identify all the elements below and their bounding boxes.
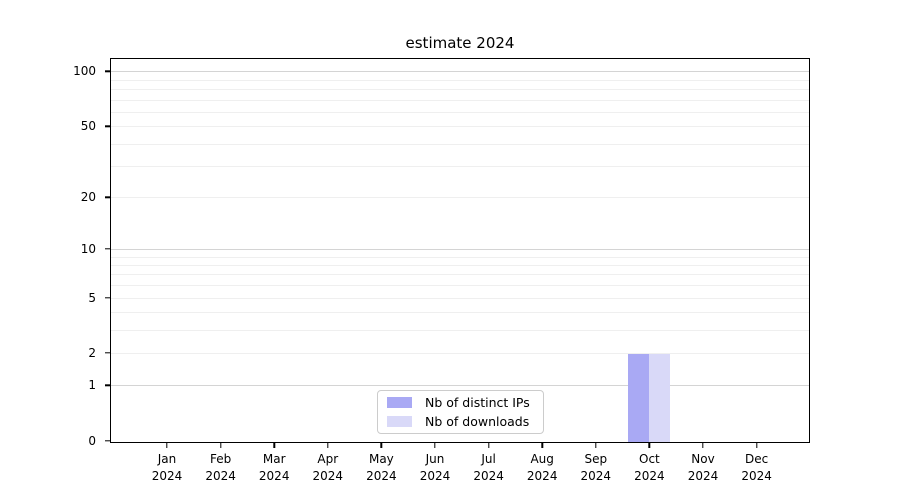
x-tick-label: Jun 2024 — [419, 452, 451, 483]
x-tick-label: Feb 2024 — [205, 452, 236, 483]
y-tick-mark — [105, 352, 110, 354]
x-tick-label: Jan 2024 — [151, 452, 183, 483]
x-tick-label: Mar 2024 — [258, 452, 290, 483]
y-tick-mark — [105, 296, 110, 299]
bar-nb-of-distinct-ips — [628, 354, 650, 442]
y-tick-mark — [105, 196, 110, 198]
gridline-minor — [111, 111, 809, 113]
x-tick-mark — [380, 443, 383, 448]
y-tick-mark — [105, 125, 110, 127]
gridline-major — [111, 248, 809, 250]
gridline-minor — [111, 312, 809, 314]
gridline-major — [111, 71, 809, 73]
gridline-minor — [111, 79, 809, 81]
gridline-minor — [111, 197, 809, 199]
x-tick-mark — [166, 443, 168, 448]
y-tick-label: 100 — [73, 64, 96, 79]
gridline-minor — [111, 126, 809, 128]
gridline-minor — [111, 143, 809, 145]
x-tick-mark — [327, 443, 329, 448]
x-tick-label: Sep 2024 — [580, 452, 612, 483]
gridline-minor — [111, 256, 809, 258]
chart-title: estimate 2024 — [405, 34, 515, 52]
x-tick-mark — [648, 443, 651, 448]
x-tick-label: Jul 2024 — [473, 452, 504, 483]
x-tick-mark — [273, 443, 275, 448]
x-tick-label: Apr 2024 — [312, 452, 344, 483]
legend-item-distinct-ips: Nb of distinct IPs — [387, 395, 534, 410]
legend-label-distinct-ips: Nb of distinct IPs — [425, 395, 530, 410]
x-tick-label: May 2024 — [366, 452, 397, 483]
gridline-minor — [111, 353, 809, 355]
legend-swatch-downloads — [387, 416, 412, 427]
x-tick-mark — [541, 443, 543, 448]
y-tick-label: 10 — [80, 241, 96, 256]
y-tick-label: 1 — [88, 378, 96, 393]
y-tick-mark — [105, 440, 110, 442]
legend-swatch-distinct-ips — [387, 397, 412, 408]
x-tick-label: Nov 2024 — [687, 452, 719, 483]
x-tick-mark — [755, 443, 758, 448]
y-tick-mark — [105, 248, 110, 250]
y-tick-label: 5 — [88, 290, 96, 305]
x-tick-mark — [595, 443, 597, 448]
legend-item-downloads: Nb of downloads — [387, 414, 534, 429]
gridline-minor — [111, 285, 809, 287]
legend: Nb of distinct IPs Nb of downloads — [377, 390, 544, 434]
x-tick-mark — [434, 443, 436, 448]
gridline-major — [111, 385, 809, 387]
y-tick-label: 20 — [80, 190, 96, 205]
legend-label-downloads: Nb of downloads — [425, 414, 530, 429]
x-tick-mark — [219, 443, 222, 448]
gridline-minor — [111, 166, 809, 168]
y-tick-mark — [105, 70, 110, 73]
gridline-minor — [111, 297, 809, 299]
y-axis: 0 1 2 5 10 20 50 100 — [0, 59, 110, 448]
x-tick-label: Oct 2024 — [634, 452, 665, 483]
y-tick-label: 50 — [80, 119, 96, 134]
x-tick-mark — [487, 443, 490, 448]
y-tick-label: 2 — [88, 346, 96, 361]
y-tick-label: 0 — [88, 434, 96, 448]
gridline-minor — [111, 99, 809, 101]
bar-nb-of-downloads — [649, 354, 671, 442]
x-tick-mark — [702, 443, 704, 448]
y-tick-mark — [105, 384, 110, 387]
gridline-minor — [111, 274, 809, 276]
gridline-minor — [111, 89, 809, 91]
x-tick-label: Aug 2024 — [526, 452, 558, 483]
x-axis: Jan 2024 Feb 2024 Mar 2024 Apr 2024 May 2024 Jun 20… — [110, 443, 810, 500]
gridline-minor — [111, 265, 809, 267]
gridline-minor — [111, 329, 809, 331]
x-tick-label: Dec 2024 — [741, 452, 772, 483]
plot-area — [110, 58, 810, 443]
